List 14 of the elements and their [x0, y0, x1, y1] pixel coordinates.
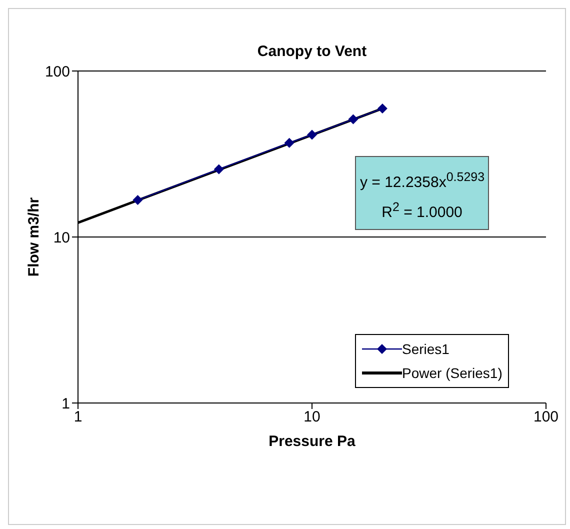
y-tick-label: 100	[44, 63, 70, 80]
x-tick-label: 100	[533, 408, 559, 426]
x-tick-label: 10	[304, 408, 320, 426]
annotation: R$^{2}$ = 1.0000	[380, 199, 464, 223]
equation-box: y = 12.2358x$^{0.5293}$ R$^{2}$ = 1.0000	[355, 156, 489, 230]
y-tick-label: 1	[62, 395, 70, 412]
chart-title: Canopy to Vent	[256, 43, 368, 60]
legend-label: Series1	[402, 341, 450, 357]
x-axis-title: Pressure Pa	[268, 433, 356, 450]
annotation: y = 12.2358x$^{0.5293}$	[360, 169, 485, 193]
y-tick-label: 10	[53, 229, 70, 246]
legend-label: Power (Series1)	[402, 365, 502, 381]
y-axis-title: Flow m3/hr	[25, 197, 42, 277]
x-tick-label: 1	[74, 408, 82, 426]
